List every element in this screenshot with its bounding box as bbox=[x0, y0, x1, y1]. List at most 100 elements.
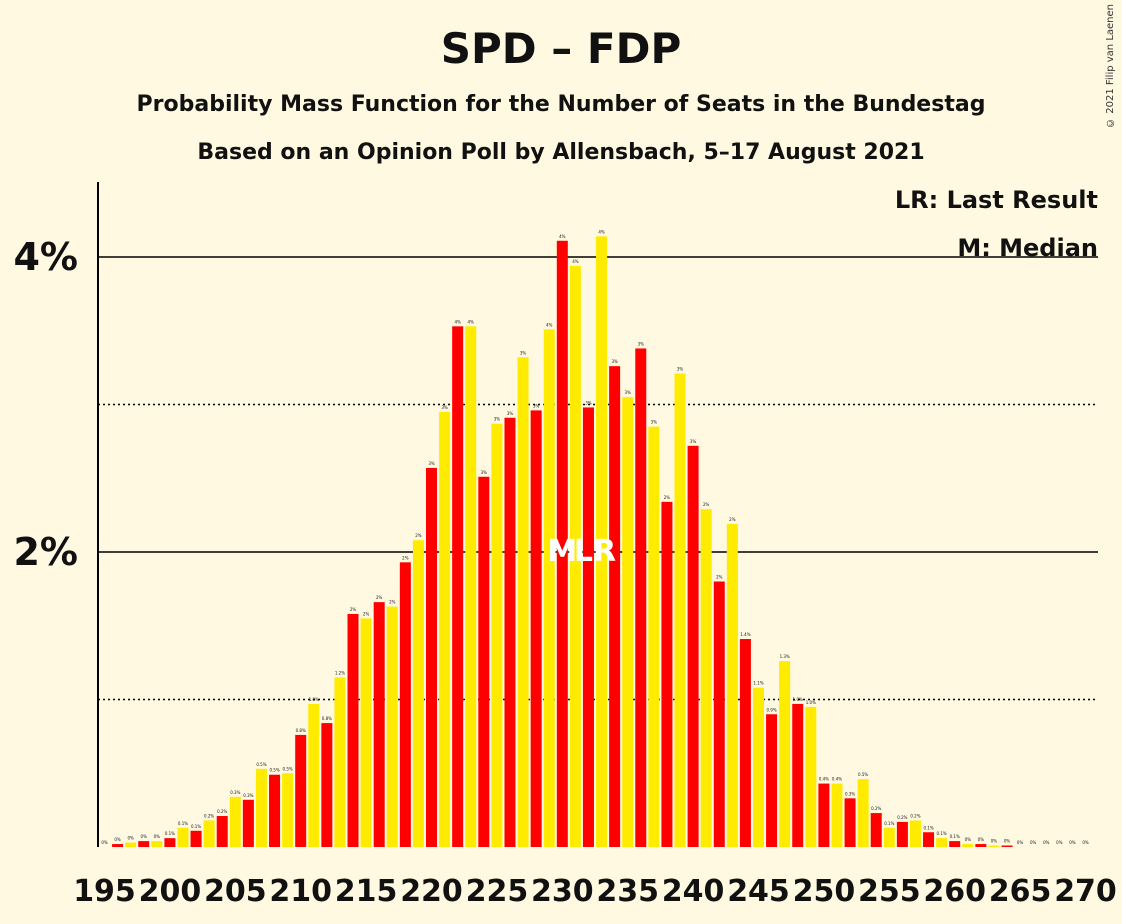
x-tick-260: 260 bbox=[923, 874, 986, 909]
bar-label-262: 0% bbox=[978, 837, 985, 842]
bar-labels: 0%0% 0% 0% 0%0.1%0.1%0.1%0.2%0.2%0.3%0.3%0.… bbox=[101, 229, 1089, 845]
bar-242 bbox=[713, 581, 725, 847]
bar-label-260: 0.1% bbox=[950, 834, 960, 839]
bar-label-261: 0% bbox=[965, 837, 972, 842]
bar-215 bbox=[360, 618, 372, 847]
bar-261 bbox=[962, 844, 974, 847]
bar-label-258: 0.1% bbox=[923, 825, 933, 830]
bar-label-231: 4% bbox=[572, 259, 579, 264]
chart-subtitle-1: Probability Mass Function for the Number… bbox=[136, 92, 986, 117]
bar-244 bbox=[739, 639, 751, 847]
bar-210 bbox=[295, 734, 307, 847]
bar-label-210: 0.8% bbox=[296, 728, 306, 733]
bar-227 bbox=[517, 357, 529, 847]
bar-213 bbox=[334, 677, 346, 847]
bar-221 bbox=[439, 411, 451, 847]
bar-258 bbox=[923, 832, 935, 847]
bar-228 bbox=[530, 410, 542, 847]
bar-202 bbox=[190, 830, 202, 847]
bar-260 bbox=[949, 841, 961, 847]
bar-252 bbox=[844, 798, 856, 847]
bar-label-253: 0.5% bbox=[858, 772, 868, 777]
bar-249 bbox=[805, 706, 817, 847]
bar-label-266: 0% bbox=[1030, 840, 1037, 845]
bar-label-249: 1.0% bbox=[806, 700, 816, 705]
bar-243 bbox=[726, 523, 738, 847]
bar-label-227: 3% bbox=[520, 350, 527, 355]
bar-label-199: 0% bbox=[154, 834, 161, 839]
bar-label-203: 0.2% bbox=[204, 813, 214, 818]
bar-label-202: 0.1% bbox=[191, 824, 201, 829]
legend-last-result: LR: Last Result bbox=[894, 186, 1098, 214]
x-tick-245: 245 bbox=[727, 874, 790, 909]
x-tick-255: 255 bbox=[858, 874, 921, 909]
x-tick-200: 200 bbox=[139, 874, 202, 909]
bar-211 bbox=[308, 703, 320, 847]
bar-label-217: 2% bbox=[389, 600, 396, 605]
bar-208 bbox=[269, 774, 281, 847]
bar-238 bbox=[661, 501, 673, 847]
bar-label-252: 0.3% bbox=[845, 791, 855, 796]
bar-255 bbox=[883, 827, 895, 847]
bar-229 bbox=[543, 329, 555, 847]
bar-205 bbox=[229, 796, 241, 847]
bar-259 bbox=[936, 838, 948, 847]
bar-239 bbox=[674, 373, 686, 847]
bar-label-238: 2% bbox=[664, 495, 671, 500]
bar-label-240: 3% bbox=[690, 439, 697, 444]
x-tick-220: 220 bbox=[400, 874, 463, 909]
x-tick-235: 235 bbox=[596, 874, 659, 909]
bar-label-243: 2% bbox=[729, 517, 736, 522]
bar-label-201: 0.1% bbox=[178, 821, 188, 826]
bar-222 bbox=[452, 326, 464, 847]
bar-label-267: 0% bbox=[1043, 840, 1050, 845]
bar-220 bbox=[426, 467, 437, 847]
bar-212 bbox=[321, 723, 333, 847]
bar-label-236: 3% bbox=[638, 341, 645, 346]
x-axis-ticks: 195 200 205 210 215 220 225 230 235 240 245 250 255 2… bbox=[73, 874, 1117, 909]
bar-label-269: 0% bbox=[1069, 840, 1076, 845]
bar-label-246: 0.9% bbox=[766, 707, 776, 712]
bar-label-244: 1.4% bbox=[740, 632, 750, 637]
bar-label-226: 3% bbox=[507, 411, 514, 416]
bar-label-241: 2% bbox=[703, 502, 710, 507]
bar-label-204: 0.2% bbox=[217, 809, 227, 814]
bar-label-211: 1.0% bbox=[309, 697, 319, 702]
bar-label-222: 4% bbox=[454, 319, 461, 324]
bar-label-205: 0.3% bbox=[230, 790, 240, 795]
bar-label-233: 4% bbox=[598, 229, 605, 234]
bar-253 bbox=[857, 779, 869, 847]
median-marker: M bbox=[547, 534, 577, 569]
x-tick-195: 195 bbox=[73, 874, 136, 909]
bar-206 bbox=[242, 799, 254, 847]
bar-250 bbox=[818, 783, 830, 847]
bar-label-195: 0% bbox=[101, 840, 108, 845]
bar-248 bbox=[792, 703, 804, 847]
bar-label-229: 4% bbox=[546, 322, 553, 327]
bar-223 bbox=[465, 326, 477, 847]
bar-203 bbox=[203, 820, 215, 847]
legend-median: M: Median bbox=[957, 234, 1098, 262]
bar-label-237: 3% bbox=[651, 420, 658, 425]
bar-label-256: 0.2% bbox=[897, 815, 907, 820]
bar-label-197: 0% bbox=[127, 836, 134, 841]
bar-196 bbox=[112, 844, 124, 847]
x-tick-215: 215 bbox=[335, 874, 398, 909]
bar-label-265: 0% bbox=[1017, 840, 1024, 845]
bar-label-242: 2% bbox=[716, 575, 723, 580]
bar-237 bbox=[648, 426, 660, 847]
bar-label-224: 3% bbox=[481, 470, 488, 475]
bar-230 bbox=[556, 240, 568, 847]
bar-label-196: 0% bbox=[114, 837, 121, 842]
bar-label-259: 0.1% bbox=[937, 831, 947, 836]
x-tick-205: 205 bbox=[204, 874, 267, 909]
x-tick-240: 240 bbox=[662, 874, 725, 909]
y-tick-4: 4% bbox=[13, 235, 78, 279]
bar-label-212: 0.8% bbox=[322, 716, 332, 721]
bar-199 bbox=[151, 841, 163, 847]
bar-225 bbox=[491, 423, 503, 847]
bar-label-215: 2% bbox=[363, 611, 370, 616]
bar-label-250: 0.4% bbox=[819, 777, 829, 782]
